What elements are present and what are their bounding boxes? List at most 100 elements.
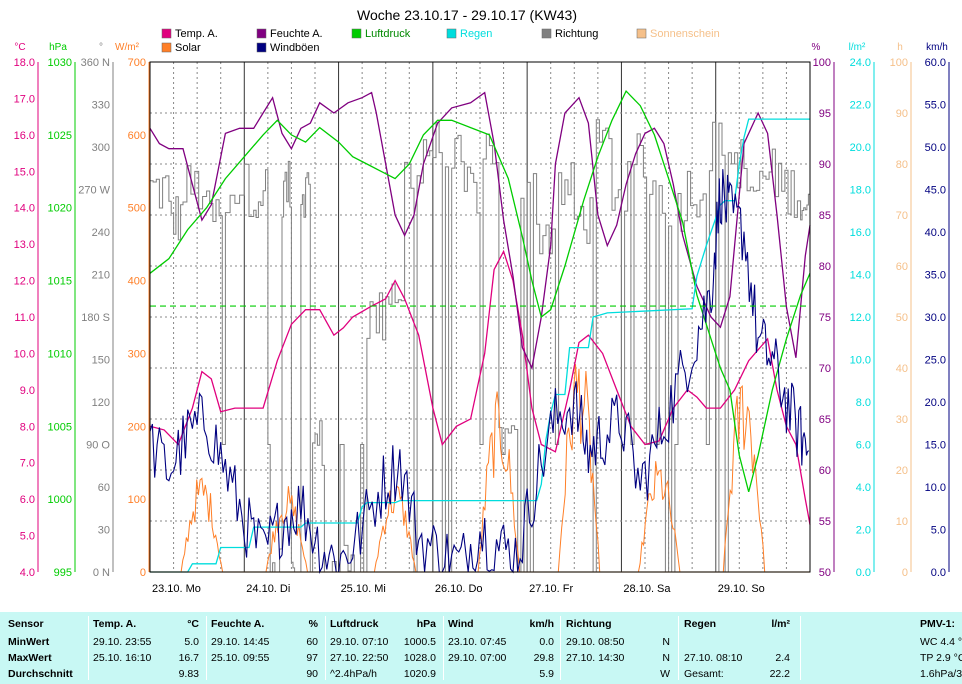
axis-tick-humidity: 70 [819,363,831,375]
wind-time: 29.10. 07:00 [448,652,507,664]
axis-tick-sunshine: 100 [890,57,908,69]
temp-value: 9.83 [178,668,199,680]
axis-tick-wind: 45.0 [925,185,946,197]
x-axis-label: 24.10. Di [246,583,290,595]
axis-tick-rain: 6.0 [856,440,871,452]
axis-tick-sunshine: 70 [896,210,908,222]
series-solar-burst [477,391,521,573]
axis-tick-rain: 14.0 [850,270,871,282]
temp-time: 29.10. 23:55 [93,636,152,648]
axis-unit-rain: l/m² [849,42,866,53]
axis-tick-direction: 120 [92,397,110,409]
axis-tick-pressure: 1005 [48,421,72,433]
axis-tick-direction: 270 W [78,185,110,197]
x-axis-label: 27.10. Fr [529,583,573,595]
series-solar-burst [557,364,601,573]
chart-title: Woche 23.10.17 - 29.10.17 (KW43) [357,7,577,23]
series-solar-burst [722,385,766,573]
x-axis-labels: 23.10. Mo 24.10. Di 25.10. Mi 26.10. Do 27.1… [152,583,765,595]
wind-value: 5.9 [539,668,554,680]
axis-tick-wind: 15.0 [925,440,946,452]
axis-tick-humidity: 90 [819,159,831,171]
axis-tick-wind: 5.0 [931,525,946,537]
axis-tick-sunshine: 10 [896,516,908,528]
axis-tick-temp: 5.0 [20,531,35,543]
series-temp-a-line [149,249,811,525]
table-divider [325,616,326,680]
hum-value: 60 [306,636,318,648]
axis-tick-solar: 300 [128,348,146,360]
table-divider [560,616,561,680]
axis-tick-rain: 4.0 [856,482,871,494]
axis-tick-pressure: 1015 [48,276,72,288]
statistics-table: Sensor Temp. A. °C Feuchte A.% Luftdruck hPa W… [0,612,962,684]
axis-tick-humidity: 100 [813,57,831,69]
axis-tick-direction: 360 N [81,57,110,69]
series-richtung-line [149,119,810,573]
row-label: MaxWert [8,652,52,664]
axis-tick-humidity: 55 [819,516,831,528]
legend-swatch [161,42,172,53]
wind-time: 23.10. 07:45 [448,636,507,648]
axis-tick-temp: 4.0 [20,567,35,579]
hum-time: 25.10. 09:55 [211,652,270,664]
axis-tick-direction: 210 [92,270,110,282]
axis-tick-direction: 240 [92,227,110,239]
series-solar-burst [265,486,308,573]
legend-label: Feuchte A. [270,28,323,40]
axis-tick-humidity: 75 [819,312,831,324]
legend-swatch [446,28,457,39]
legend-swatch [161,28,172,39]
chart-axes: °C 4.0 5.0 6.0 7.0 8.0 9.0 10.0 11.0 12.0 13.0 14.0… [14,42,950,579]
axis-tick-rain: 12.0 [850,312,871,324]
header-wind: Wind [448,618,474,630]
axis-tick-humidity: 80 [819,261,831,273]
axis-tick-temp: 7.0 [20,458,35,470]
header-pmv: PMV-1: [920,618,956,630]
axis-tick-temp: 17.0 [14,93,35,105]
table-divider [678,616,679,680]
table-divider [88,616,89,680]
pmv-value: TP 2.9 °C [920,652,962,664]
axis-tick-sunshine: 30 [896,414,908,426]
axis-tick-humidity: 50 [819,567,831,579]
dir-time: 27.10. 14:30 [566,652,625,664]
header-hum-unit: % [308,618,318,630]
temp-value: 16.7 [178,652,199,664]
plot-frame [149,61,811,573]
axis-tick-temp: 13.0 [14,239,35,251]
axis-tick-humidity: 85 [819,210,831,222]
x-axis-label: 26.10. Do [435,583,483,595]
series-solar-burst [637,461,681,573]
axis-tick-direction: 90 O [86,440,110,452]
press-value: 1028.0 [403,652,436,664]
axis-tick-direction: 180 S [81,312,110,324]
x-axis-label: 29.10. So [718,583,765,595]
x-axis-label: 23.10. Mo [152,583,201,595]
header-rain: Regen [684,618,717,630]
legend-label: Temp. A. [175,28,218,40]
axis-tick-temp: 11.0 [14,312,35,324]
series-regenline [150,118,810,573]
temp-value: 5.0 [184,636,199,648]
x-axis-label: 28.10. Sa [623,583,671,595]
axis-tick-wind: 10.0 [925,482,946,494]
axis-tick-sunshine: 20 [896,465,908,477]
axis-unit-sunshine: h [897,42,903,53]
axis-tick-sunshine: 40 [896,363,908,375]
axis-tick-wind: 35.0 [925,270,946,282]
legend-label: Richtung [555,28,598,40]
header-press-unit: hPa [416,618,436,630]
dir-time: 29.10. 08:50 [566,636,625,648]
legend-label: Luftdruck [365,28,411,40]
hum-value: 90 [306,668,318,680]
axis-tick-rain: 8.0 [856,397,871,409]
legend-label: Regen [460,28,492,40]
axis-tick-direction: 0 N [93,567,110,579]
axis-tick-temp: 9.0 [20,385,35,397]
axis-tick-direction: 150 [92,355,110,367]
header-rain-unit: l/m² [771,618,790,630]
axis-tick-temp: 16.0 [14,130,35,142]
row-label: Durchschnitt [8,668,73,680]
axis-tick-rain: 18.0 [850,185,871,197]
